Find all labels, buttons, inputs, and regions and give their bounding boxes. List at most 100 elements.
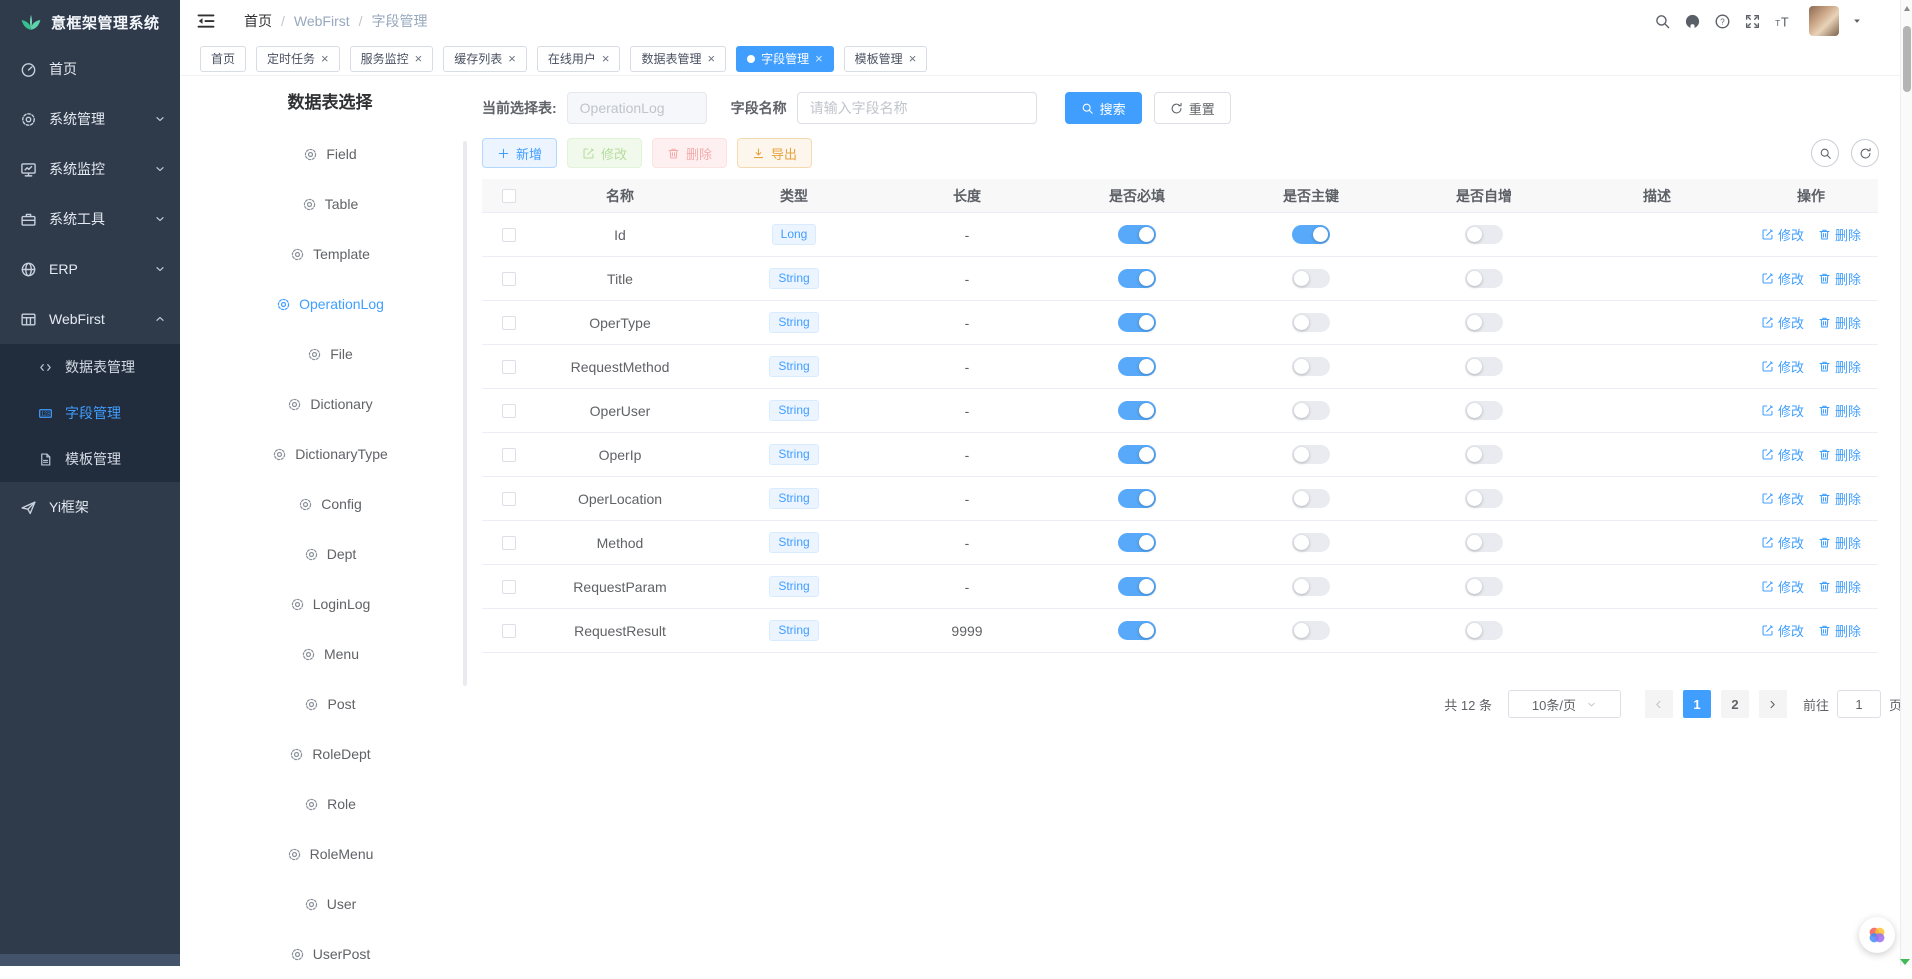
delete-row-button[interactable]: 删除 [1818,357,1861,376]
required-toggle[interactable] [1118,489,1156,508]
delete-row-button[interactable]: 删除 [1818,401,1861,420]
breadcrumb-item[interactable]: 首页 [244,13,272,29]
required-toggle[interactable] [1118,225,1156,244]
primary-key-toggle[interactable] [1292,621,1330,640]
tree-item-post[interactable]: Post [180,679,480,729]
required-toggle[interactable] [1118,577,1156,596]
tree-item-template[interactable]: Template [180,229,480,279]
row-checkbox[interactable] [502,447,516,462]
delete-row-button[interactable]: 删除 [1818,445,1861,464]
row-checkbox[interactable] [502,535,516,550]
scrollbar-thumb[interactable] [1903,26,1911,92]
breadcrumb-item[interactable]: 字段管理 [371,13,428,29]
sidebar-item-field-management[interactable]: 字段管理 [0,390,180,436]
sidebar-item-template-management[interactable]: 模板管理 [0,436,180,482]
tree-item-field[interactable]: Field [180,129,480,179]
primary-key-toggle[interactable] [1292,269,1330,288]
tab-close-icon[interactable]: × [908,51,917,66]
next-page-button[interactable] [1758,690,1787,718]
edit-button[interactable]: 修改 [567,138,643,168]
tab-close-icon[interactable]: × [508,51,516,66]
row-checkbox[interactable] [502,403,516,418]
tree-item-operationlog[interactable]: OperationLog [180,279,480,329]
tree-item-menu[interactable]: Menu [180,629,480,679]
edit-row-button[interactable]: 修改 [1761,357,1804,376]
required-toggle[interactable] [1118,357,1156,376]
help-icon[interactable] [1714,13,1731,30]
font-size-icon[interactable] [1774,13,1791,30]
sidebar-item-table-management[interactable]: 数据表管理 [0,344,180,390]
sidebar-item-yi-framework[interactable]: Yi框架 [0,482,180,532]
row-checkbox[interactable] [502,491,516,506]
reset-button[interactable]: 重置 [1153,92,1231,124]
delete-row-button[interactable]: 删除 [1818,313,1861,332]
sidebar-item-system-monitor[interactable]: 系统监控 [0,144,180,194]
sidebar-item-system-management[interactable]: 系统管理 [0,94,180,144]
refresh-table-button[interactable] [1851,139,1879,167]
delete-row-button[interactable]: 删除 [1818,269,1861,288]
row-checkbox[interactable] [502,579,516,594]
search-icon[interactable] [1654,13,1671,30]
edit-row-button[interactable]: 修改 [1761,445,1804,464]
row-checkbox[interactable] [502,315,516,330]
tab-service-monitor[interactable]: 服务监控 × [349,45,434,72]
row-checkbox[interactable] [502,271,516,286]
tab-close-icon[interactable]: × [707,51,716,66]
search-button[interactable]: 搜索 [1064,92,1142,124]
required-toggle[interactable] [1118,269,1156,288]
auto-increment-toggle[interactable] [1465,577,1503,596]
floating-widget-button[interactable] [1859,917,1895,953]
tab-home[interactable]: 首页 [200,45,247,72]
delete-row-button[interactable]: 删除 [1818,577,1861,596]
delete-row-button[interactable]: 删除 [1818,225,1861,244]
edit-row-button[interactable]: 修改 [1761,577,1804,596]
row-checkbox[interactable] [502,227,516,242]
menu-fold-icon[interactable] [196,11,216,31]
tree-scrollbar[interactable] [463,141,467,686]
edit-row-button[interactable]: 修改 [1761,313,1804,332]
auto-increment-toggle[interactable] [1465,313,1503,332]
edit-row-button[interactable]: 修改 [1761,401,1804,420]
tab-scheduled-tasks[interactable]: 定时任务 × [256,45,340,72]
primary-key-toggle[interactable] [1292,401,1330,420]
toggle-search-button[interactable] [1811,139,1839,167]
auto-increment-toggle[interactable] [1465,489,1503,508]
delete-button[interactable]: 删除 [652,138,728,168]
edit-row-button[interactable]: 修改 [1761,533,1804,552]
export-button[interactable]: 导出 [737,138,813,168]
page-scrollbar[interactable] [1900,0,1912,966]
primary-key-toggle[interactable] [1292,577,1330,596]
sidebar-item-erp[interactable]: ERP [0,244,180,294]
tab-table-management[interactable]: 数据表管理 × [630,45,727,72]
primary-key-toggle[interactable] [1292,445,1330,464]
add-button[interactable]: 新增 [482,138,558,168]
page-size-select[interactable]: 10条/页 [1507,690,1621,718]
auto-increment-toggle[interactable] [1465,621,1503,640]
goto-page-input[interactable] [1836,690,1881,718]
edit-row-button[interactable]: 修改 [1761,225,1804,244]
sidebar-item-system-tools[interactable]: 系统工具 [0,194,180,244]
tree-item-file[interactable]: File [180,329,480,379]
tree-item-userpost[interactable]: UserPost [180,929,480,979]
sidebar-item-home[interactable]: 首页 [0,44,180,94]
fullscreen-icon[interactable] [1744,13,1761,30]
primary-key-toggle[interactable] [1292,225,1330,244]
delete-row-button[interactable]: 删除 [1818,489,1861,508]
required-toggle[interactable] [1118,533,1156,552]
delete-row-button[interactable]: 删除 [1818,533,1861,552]
tree-item-role[interactable]: Role [180,779,480,829]
tab-close-icon[interactable]: × [414,51,423,66]
tree-item-dictionary[interactable]: Dictionary [180,379,480,429]
sidebar-item-webfirst[interactable]: WebFirst [0,294,180,344]
select-all-checkbox[interactable] [502,188,516,203]
required-toggle[interactable] [1118,313,1156,332]
row-checkbox[interactable] [502,623,516,638]
tree-item-user[interactable]: User [180,879,480,929]
delete-row-button[interactable]: 删除 [1818,621,1861,640]
tab-online-users[interactable]: 在线用户 × [536,45,621,72]
primary-key-toggle[interactable] [1292,489,1330,508]
github-icon[interactable] [1684,13,1701,30]
row-checkbox[interactable] [502,359,516,374]
auto-increment-toggle[interactable] [1465,357,1503,376]
edit-row-button[interactable]: 修改 [1761,269,1804,288]
